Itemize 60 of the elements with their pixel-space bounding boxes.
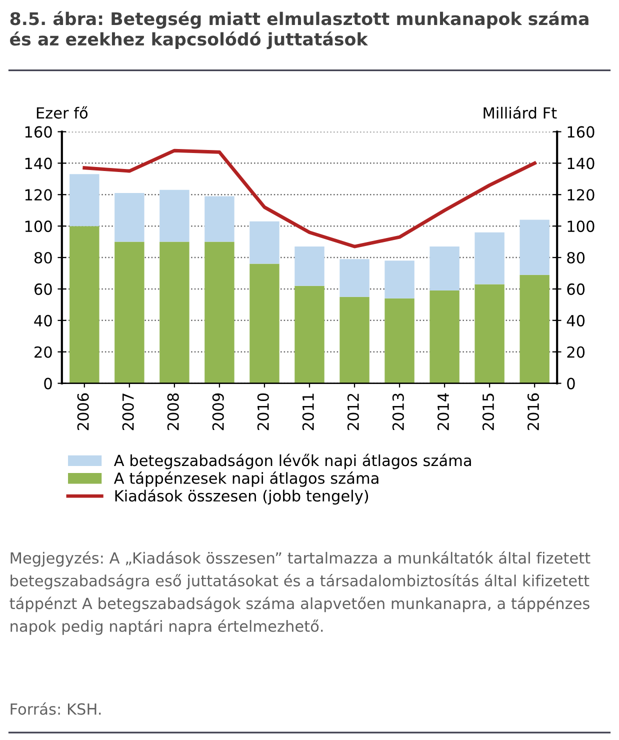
x-tick-label: 2010 bbox=[257, 393, 269, 430]
y-tick-label: 140 bbox=[25, 158, 52, 170]
y2-axis-title: Milliárd Ft bbox=[484, 106, 557, 119]
bar bbox=[160, 190, 190, 242]
bar bbox=[160, 242, 190, 384]
y-tick-label: 160 bbox=[25, 126, 52, 138]
bar bbox=[250, 264, 280, 384]
x-tick-label: 2015 bbox=[482, 394, 494, 430]
line-series bbox=[82, 148, 536, 248]
y-tick-label: 60 bbox=[34, 283, 52, 295]
legend-label: A táppénzesek napi átlagos száma bbox=[114, 472, 378, 487]
y2-tick-label: 160 bbox=[568, 126, 594, 138]
x-tick-label: 2016 bbox=[527, 393, 540, 430]
text: Forrás: KSH. bbox=[10, 702, 101, 715]
text: Megjegyzés: A „Kiadások összesen” tartalmazza a munkáltatók által fizetett betegszabadságra eső juttatásokat és a társadalombiztosítás által kifizetett táppénzt A betegszabadságok száma alapvetően munkanapra, a táppénzes napok pedig naptári napra értelmezhető. bbox=[10, 551, 590, 635]
bar bbox=[294, 286, 324, 384]
x-tick-label: 2007 bbox=[122, 394, 134, 430]
chart-title: 8.5. ábra: Betegség miatt elmulasztott munkanapok száma és az ezekhez kapcsolódó juttatások bbox=[10, 11, 588, 50]
x-tick-label: 2008 bbox=[167, 393, 179, 430]
bar bbox=[384, 298, 414, 384]
y2-tick-label: 40 bbox=[566, 314, 585, 326]
bar bbox=[70, 174, 100, 226]
bar bbox=[204, 242, 234, 384]
bar bbox=[340, 296, 370, 384]
bar bbox=[474, 284, 504, 384]
y-tick-label: 80 bbox=[34, 252, 52, 264]
y-tick-label: 0 bbox=[44, 378, 52, 390]
x-tick-label: 2006 bbox=[77, 393, 89, 430]
x-tick-label: 2012 bbox=[347, 394, 359, 430]
x-tick-label: 2011 bbox=[302, 394, 314, 430]
bar bbox=[250, 221, 280, 264]
bar bbox=[520, 274, 550, 384]
bar bbox=[474, 232, 504, 284]
y-tick-label: 40 bbox=[34, 314, 52, 326]
y2-tick-label: 20 bbox=[567, 346, 585, 358]
y2-tick-label: 80 bbox=[567, 252, 585, 264]
y-axis-title: Ezer fő bbox=[36, 106, 88, 119]
bar bbox=[384, 260, 414, 298]
bar bbox=[70, 226, 100, 384]
x-tick-label: 2014 bbox=[437, 393, 449, 430]
y-tick-label: 100 bbox=[25, 220, 52, 232]
bar bbox=[114, 193, 144, 242]
x-tick-label: 2013 bbox=[392, 394, 404, 430]
y-tick-label: 20 bbox=[34, 346, 52, 358]
y2-tick-label: 0 bbox=[567, 378, 575, 390]
legend-label: Kiadások összesen (jobb tengely) bbox=[115, 489, 368, 505]
y2-tick-label: 120 bbox=[568, 189, 594, 201]
bar bbox=[430, 246, 460, 291]
bar bbox=[114, 242, 144, 384]
bar bbox=[520, 220, 550, 275]
y2-tick-label: 60 bbox=[567, 283, 585, 295]
y2-tick-label: 140 bbox=[568, 158, 594, 170]
bar bbox=[340, 259, 370, 297]
bar bbox=[294, 246, 324, 286]
bar bbox=[204, 196, 234, 242]
y-tick-label: 120 bbox=[25, 189, 52, 201]
legend-label: A betegszabadságon lévők napi átlagos száma bbox=[114, 454, 471, 470]
y2-tick-label: 100 bbox=[568, 220, 594, 232]
bar bbox=[430, 290, 460, 384]
x-tick-label: 2009 bbox=[212, 393, 224, 430]
